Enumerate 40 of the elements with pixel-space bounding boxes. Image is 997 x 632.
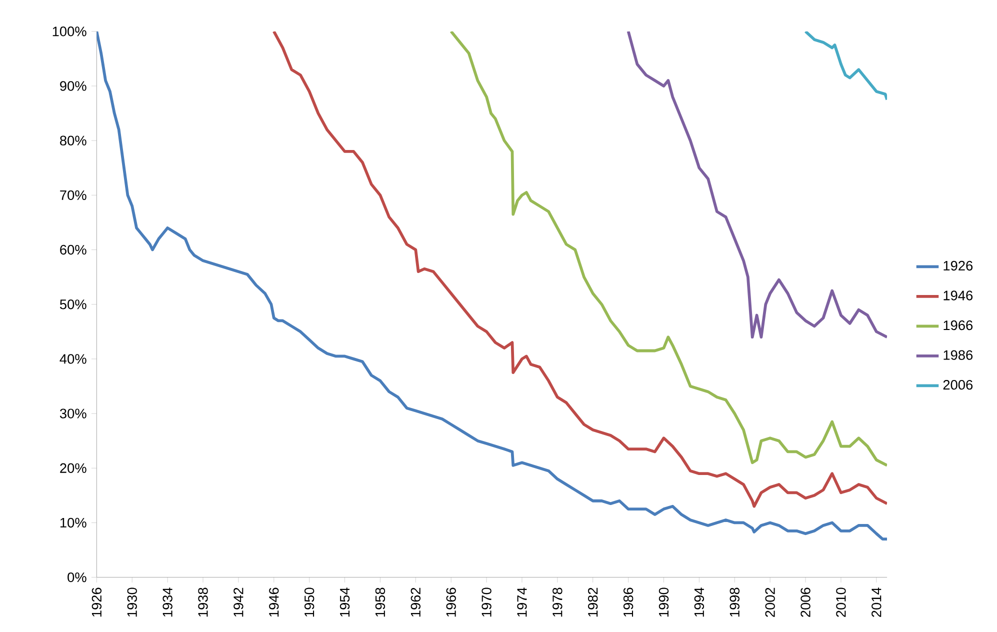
x-tick-label: 1970	[482, 588, 492, 616]
x-tick-label: 1962	[410, 588, 421, 616]
x-tick-label: 1930	[127, 588, 137, 616]
y-tick-label: 50%	[60, 299, 86, 310]
x-tick-label: 1954	[340, 587, 350, 616]
x-tick-label: 2002	[765, 588, 775, 617]
x-tick-label: 1946	[269, 588, 279, 616]
x-tick-label: 1986	[623, 588, 634, 616]
y-tick-label: 60%	[60, 244, 86, 254]
x-tick-label: 1950	[304, 588, 314, 616]
x-tick-label: 1966	[446, 588, 456, 616]
x-tick-label: 2014	[872, 587, 882, 617]
x-tick-label: 1938	[198, 588, 208, 616]
y-tick-label: 90%	[60, 81, 86, 91]
y-tick-label: 40%	[60, 354, 86, 364]
line-series	[626, 31, 888, 338]
y-tick-label: 70%	[60, 190, 86, 200]
x-tick-label: 1998	[730, 588, 740, 616]
y-tick-label: 30%	[60, 408, 86, 418]
legend-label: 1946	[944, 290, 973, 300]
y-tick-label: 0%	[68, 572, 86, 582]
x-tick-label: 1990	[658, 588, 669, 616]
legend-label: 2006	[943, 380, 973, 390]
y-tick-label: 100%	[52, 26, 86, 36]
legend-label: 1986	[944, 350, 973, 360]
y-tick-label: 10%	[60, 518, 86, 528]
x-tick-label: 2006	[800, 588, 810, 617]
x-tick-label: 1982	[588, 588, 598, 616]
y-tick-label: 20%	[60, 463, 86, 473]
x-tick-label: 1978	[552, 588, 562, 616]
x-tick-label: 1942	[234, 588, 244, 616]
legend-label: 1966	[944, 320, 973, 330]
legend-label: 1926	[944, 260, 973, 270]
x-tick-label: 1926	[92, 588, 102, 616]
y-tick-label: 80%	[60, 136, 86, 146]
x-tick-label: 1994	[694, 587, 704, 616]
x-tick-label: 2010	[836, 588, 846, 617]
x-tick-label: 1934	[162, 587, 172, 616]
x-tick-label: 1974	[517, 587, 527, 616]
x-tick-label: 1958	[375, 588, 386, 616]
